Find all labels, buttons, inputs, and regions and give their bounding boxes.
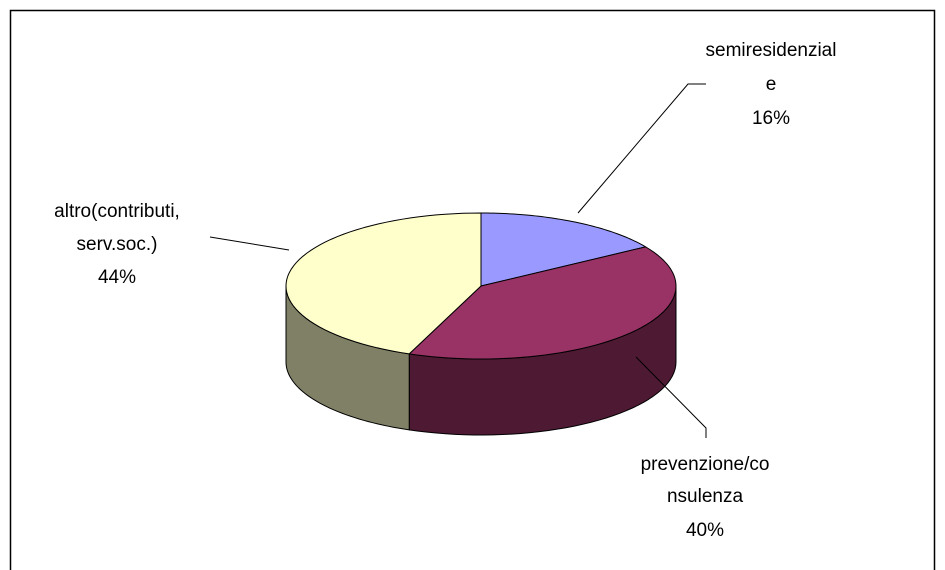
- leader-line-2: [209, 236, 290, 251]
- slice-labels: semiresidenzial e 16% prevenzione/co nsulenz…: [54, 40, 836, 541]
- slice-label: serv.soc.): [77, 234, 158, 255]
- pie-slice-2: [285, 212, 482, 355]
- slice-percent-label: 40%: [686, 520, 724, 541]
- leader-lines: [209, 83, 707, 438]
- slice-label: e: [766, 74, 777, 95]
- pie-tops: [285, 212, 677, 360]
- slice-label: semiresidenzial: [706, 40, 837, 61]
- slice-label: nsulenza: [667, 486, 743, 507]
- leader-line-0: [577, 83, 706, 214]
- slice-percent-label: 16%: [752, 108, 790, 129]
- plot-border: [9, 9, 936, 570]
- leader-line-1: [635, 356, 707, 438]
- pie-slice-0: [480, 212, 647, 287]
- pie-slice-1: [408, 246, 677, 360]
- slice-label: prevenzione/co: [641, 454, 770, 475]
- slice-percent-label: 44%: [98, 267, 136, 288]
- slice-label: altro(contributi,: [54, 201, 180, 222]
